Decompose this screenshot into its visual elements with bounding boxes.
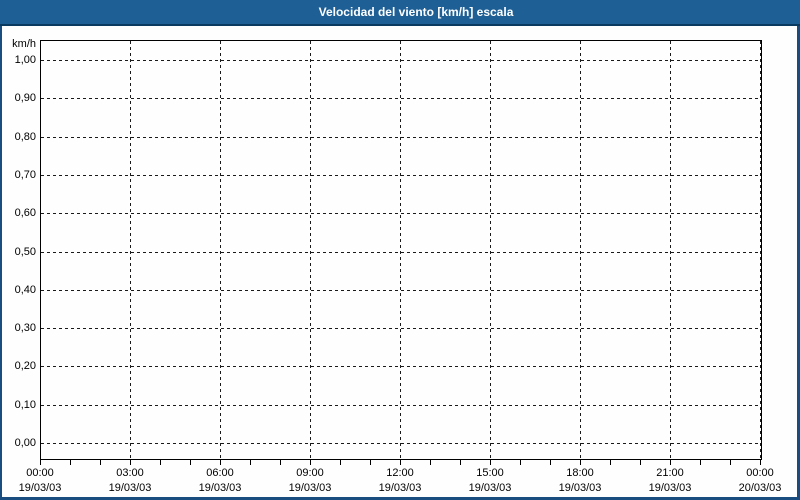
- x-time-label: 00:00: [26, 467, 54, 479]
- x-gridline: [130, 41, 131, 459]
- x-gridline: [310, 41, 311, 459]
- y-axis-unit-label: km/h: [12, 38, 36, 50]
- x-date-label: 19/03/03: [288, 482, 332, 494]
- x-axis-tick: [100, 460, 101, 465]
- x-gridline: [760, 41, 761, 459]
- y-tick-label: 0,80: [14, 131, 36, 143]
- x-time-label: 18:00: [566, 467, 594, 479]
- x-axis-tick: [610, 460, 611, 465]
- chart-titlebar: Velocidad del viento [km/h] escala: [0, 0, 800, 26]
- window-frame-left: [0, 26, 2, 500]
- y-gridline: [41, 290, 761, 291]
- y-tick-label: 0,10: [14, 399, 36, 411]
- y-tick-label: 0,40: [14, 284, 36, 296]
- plot-area: [40, 40, 762, 460]
- x-axis-tick: [370, 460, 371, 465]
- x-axis-tick: [430, 460, 431, 465]
- x-date-label: 19/03/03: [558, 482, 602, 494]
- x-axis-tick: [280, 460, 281, 465]
- x-axis-tick: [220, 460, 221, 465]
- x-date-label: 20/03/03: [738, 482, 782, 494]
- x-axis-tick: [700, 460, 701, 465]
- x-time-label: 00:00: [746, 467, 774, 479]
- window-frame-bottom: [0, 497, 800, 500]
- x-axis-tick: [250, 460, 251, 465]
- y-tick-label: 0,90: [14, 92, 36, 104]
- y-gridline: [41, 366, 761, 367]
- y-gridline: [41, 443, 761, 444]
- y-tick-label: 0,60: [14, 207, 36, 219]
- x-time-label: 12:00: [386, 467, 414, 479]
- x-axis-tick: [340, 460, 341, 465]
- x-axis-tick: [130, 460, 131, 465]
- x-axis-tick: [670, 460, 671, 465]
- chart-title: Velocidad del viento [km/h] escala: [318, 5, 514, 19]
- x-time-label: 03:00: [116, 467, 144, 479]
- window-frame-right: [797, 26, 800, 500]
- x-gridline: [400, 41, 401, 459]
- y-gridline: [41, 213, 761, 214]
- x-date-label: 19/03/03: [198, 482, 242, 494]
- y-gridline: [41, 252, 761, 253]
- x-time-label: 06:00: [206, 467, 234, 479]
- x-date-label: 19/03/03: [468, 482, 512, 494]
- x-axis-tick: [400, 460, 401, 465]
- x-axis-tick: [760, 460, 761, 465]
- y-gridline: [41, 60, 761, 61]
- x-axis-tick: [580, 460, 581, 465]
- y-tick-label: 0,30: [14, 322, 36, 334]
- x-axis-tick: [640, 460, 641, 465]
- x-date-label: 19/03/03: [18, 482, 62, 494]
- x-gridline: [670, 41, 671, 459]
- x-time-label: 09:00: [296, 467, 324, 479]
- x-axis-tick: [190, 460, 191, 465]
- x-gridline: [40, 41, 41, 459]
- y-gridline: [41, 175, 761, 176]
- y-tick-label: 0,70: [14, 169, 36, 181]
- x-gridline: [220, 41, 221, 459]
- x-gridline: [580, 41, 581, 459]
- x-axis-tick: [490, 460, 491, 465]
- y-gridline: [41, 98, 761, 99]
- x-axis-tick: [520, 460, 521, 465]
- y-gridline: [41, 405, 761, 406]
- x-time-label: 21:00: [656, 467, 684, 479]
- x-gridline: [490, 41, 491, 459]
- y-gridline: [41, 328, 761, 329]
- x-axis-tick: [730, 460, 731, 465]
- x-axis-tick: [160, 460, 161, 465]
- x-time-label: 15:00: [476, 467, 504, 479]
- y-gridline: [41, 137, 761, 138]
- y-tick-label: 0,50: [14, 246, 36, 258]
- x-date-label: 19/03/03: [108, 482, 152, 494]
- x-axis-tick: [310, 460, 311, 465]
- y-tick-label: 1,00: [14, 54, 36, 66]
- x-date-label: 19/03/03: [648, 482, 692, 494]
- x-axis-tick: [40, 460, 41, 465]
- x-date-label: 19/03/03: [378, 482, 422, 494]
- x-axis-tick: [70, 460, 71, 465]
- x-axis-tick: [550, 460, 551, 465]
- y-tick-label: 0,00: [14, 437, 36, 449]
- y-tick-label: 0,20: [14, 360, 36, 372]
- x-axis-tick: [460, 460, 461, 465]
